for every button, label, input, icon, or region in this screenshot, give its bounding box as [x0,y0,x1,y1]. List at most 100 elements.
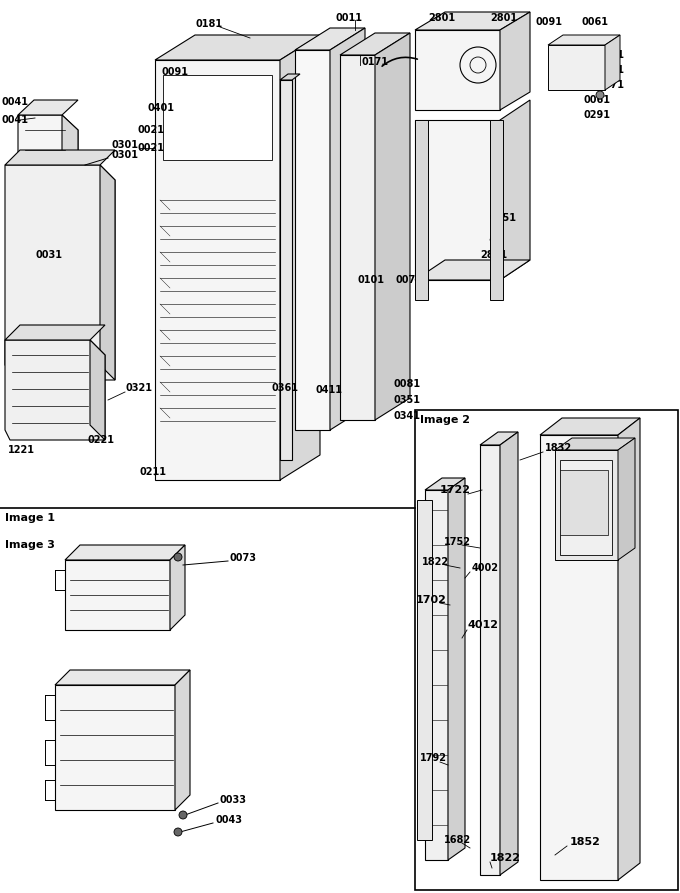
Text: 0411: 0411 [315,385,342,395]
Text: 1852: 1852 [570,837,601,847]
Polygon shape [280,74,300,80]
Text: 0301: 0301 [112,150,139,160]
Text: 0251: 0251 [490,213,517,223]
Polygon shape [417,500,432,840]
Polygon shape [280,80,292,460]
Text: 0041: 0041 [2,115,29,125]
Polygon shape [90,340,105,440]
Polygon shape [55,685,175,810]
Polygon shape [65,545,185,560]
Polygon shape [415,260,530,280]
Text: 2801: 2801 [480,250,507,260]
Polygon shape [425,490,448,860]
Polygon shape [548,45,605,90]
Text: 0061: 0061 [583,95,610,105]
Polygon shape [415,120,500,280]
Text: 0171: 0171 [362,57,389,67]
Polygon shape [18,100,78,115]
Text: 4002: 4002 [472,563,499,573]
Polygon shape [5,150,115,165]
Polygon shape [340,55,375,420]
Polygon shape [618,438,635,560]
Text: 0031: 0031 [35,250,62,260]
Text: 0321: 0321 [125,383,152,393]
Text: 1682: 1682 [444,835,471,845]
Text: 0221: 0221 [88,435,115,445]
Polygon shape [500,432,518,875]
Polygon shape [500,12,530,110]
Polygon shape [490,120,503,300]
Polygon shape [155,35,320,60]
Circle shape [174,553,182,561]
Polygon shape [5,325,105,340]
Text: 0151: 0151 [598,65,625,75]
Text: 0061: 0061 [582,17,609,27]
Polygon shape [425,478,465,490]
Polygon shape [295,50,330,430]
Text: 0101: 0101 [357,275,384,285]
Polygon shape [163,75,272,160]
Polygon shape [415,410,678,890]
Text: Image 2: Image 2 [420,415,470,425]
Polygon shape [18,115,78,220]
Polygon shape [170,545,185,630]
Text: 0301: 0301 [112,140,139,150]
Text: 0021: 0021 [138,125,165,135]
Circle shape [596,91,604,99]
Polygon shape [340,33,410,55]
Text: 0081: 0081 [393,379,420,389]
Circle shape [174,828,182,836]
Text: 4012: 4012 [468,620,499,630]
Polygon shape [540,435,618,880]
Polygon shape [415,120,428,300]
Text: Image 1: Image 1 [5,513,55,523]
Text: 0033: 0033 [220,795,247,805]
Polygon shape [500,100,530,280]
Text: 2801: 2801 [490,13,517,23]
Text: 0071: 0071 [395,275,422,285]
Text: 0041: 0041 [2,97,29,107]
Text: 0371: 0371 [598,80,625,90]
Polygon shape [280,35,320,480]
Text: 0091: 0091 [162,67,189,77]
Text: 0361: 0361 [272,383,299,393]
Polygon shape [415,30,500,110]
Polygon shape [155,60,280,480]
Text: 0011: 0011 [335,13,362,23]
Text: Image 3: Image 3 [5,540,55,550]
Text: 1231: 1231 [598,50,625,60]
Text: 1832: 1832 [545,443,572,453]
Text: 0181: 0181 [195,19,222,29]
Text: 0351: 0351 [393,395,420,405]
Text: 1822: 1822 [422,557,449,567]
Polygon shape [295,28,365,50]
Polygon shape [100,165,115,380]
Text: 0021: 0021 [138,143,165,153]
Polygon shape [448,478,465,860]
Polygon shape [5,165,115,380]
Text: 0043: 0043 [215,815,242,825]
Text: 1792: 1792 [420,753,447,763]
Text: 1722: 1722 [440,485,471,495]
Polygon shape [555,450,618,560]
Polygon shape [62,115,78,220]
Polygon shape [560,470,608,535]
Text: 0291: 0291 [583,110,610,120]
Polygon shape [65,560,170,630]
Polygon shape [5,340,105,440]
Polygon shape [605,35,620,90]
Polygon shape [560,460,612,555]
Polygon shape [480,432,518,445]
Text: 0073: 0073 [230,553,257,563]
Text: 1702: 1702 [416,595,447,605]
Polygon shape [55,670,190,685]
Polygon shape [618,418,640,880]
Text: 1752: 1752 [444,537,471,547]
Text: 2801: 2801 [428,13,455,23]
Polygon shape [175,670,190,810]
Polygon shape [480,445,500,875]
Text: 0401: 0401 [148,103,175,113]
Polygon shape [375,33,410,420]
Polygon shape [330,28,365,430]
Text: 0211: 0211 [140,467,167,477]
